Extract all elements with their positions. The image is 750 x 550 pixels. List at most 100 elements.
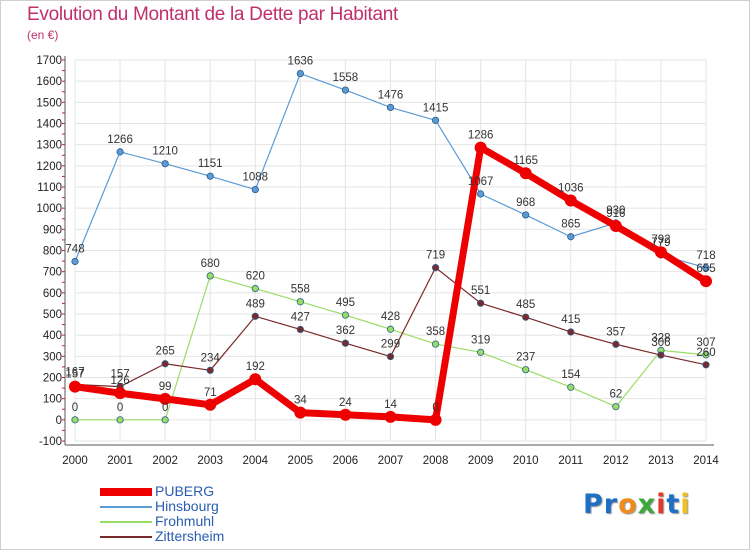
data-point-puberg bbox=[159, 392, 172, 405]
x-tick-label: 2005 bbox=[288, 455, 314, 467]
proxiti-logo: Proxiti bbox=[583, 489, 691, 520]
data-label-zittersheim: 265 bbox=[156, 346, 175, 358]
data-label-puberg: 1036 bbox=[558, 183, 584, 195]
data-point-zittersheim bbox=[251, 312, 259, 320]
y-tick-label: 600 bbox=[43, 288, 62, 300]
legend-swatch bbox=[100, 536, 152, 538]
x-tick-label: 2014 bbox=[693, 455, 719, 467]
data-label-zittersheim: 489 bbox=[246, 298, 265, 310]
data-label-puberg: 34 bbox=[294, 395, 307, 407]
data-label-frohmuhl: 0 bbox=[162, 402, 168, 414]
data-label-zittersheim: 157 bbox=[110, 369, 129, 381]
data-point-puberg bbox=[700, 275, 712, 288]
data-label-hinsbourg: 1415 bbox=[423, 102, 449, 114]
data-label-frohmuhl: 680 bbox=[201, 258, 220, 270]
data-label-puberg: 1165 bbox=[513, 155, 538, 167]
data-point-hinsbourg bbox=[206, 172, 214, 180]
x-tick-label: 2009 bbox=[468, 455, 494, 467]
data-label-puberg: 14 bbox=[384, 399, 397, 411]
x-tick-label: 2012 bbox=[603, 455, 629, 467]
data-point-zittersheim bbox=[206, 366, 214, 374]
data-label-frohmuhl: 428 bbox=[381, 311, 400, 323]
data-point-zittersheim bbox=[702, 361, 710, 369]
data-label-zittersheim: 357 bbox=[606, 326, 625, 338]
data-label-puberg: 192 bbox=[246, 361, 265, 373]
logo-letter: o bbox=[618, 489, 638, 520]
data-label-hinsbourg: 779 bbox=[651, 237, 670, 249]
data-label-frohmuhl: 62 bbox=[609, 389, 622, 401]
data-point-hinsbourg bbox=[702, 264, 710, 272]
data-point-puberg bbox=[564, 194, 577, 207]
data-label-frohmuhl: 558 bbox=[291, 284, 310, 296]
legend-label: Hinsbourg bbox=[155, 498, 219, 514]
x-tick-label: 2001 bbox=[107, 455, 133, 467]
data-point-hinsbourg bbox=[251, 185, 259, 194]
x-tick-label: 2002 bbox=[152, 455, 178, 467]
data-point-puberg bbox=[294, 406, 307, 419]
x-tick-label: 2003 bbox=[197, 455, 223, 467]
data-label-zittersheim: 551 bbox=[471, 285, 490, 297]
y-tick-label: 1000 bbox=[36, 203, 62, 215]
data-label-frohmuhl: 237 bbox=[516, 352, 535, 364]
data-point-zittersheim bbox=[567, 328, 575, 336]
data-point-puberg bbox=[69, 380, 81, 393]
data-point-hinsbourg bbox=[477, 190, 485, 198]
x-tick-label: 2004 bbox=[242, 455, 268, 467]
data-point-puberg bbox=[249, 373, 262, 386]
logo-letter: i bbox=[656, 489, 667, 520]
data-label-puberg: 99 bbox=[159, 381, 172, 393]
data-label-hinsbourg: 1266 bbox=[107, 134, 133, 146]
data-point-frohmuhl bbox=[702, 351, 710, 359]
data-label-puberg: 157 bbox=[65, 369, 84, 381]
y-tick-label: 800 bbox=[43, 246, 62, 258]
data-point-zittersheim bbox=[386, 352, 395, 361]
data-point-zittersheim bbox=[477, 299, 485, 307]
data-point-puberg bbox=[114, 387, 127, 400]
data-point-puberg bbox=[654, 246, 667, 259]
data-label-puberg: 792 bbox=[651, 234, 670, 246]
data-point-frohmuhl bbox=[71, 416, 79, 424]
data-label-zittersheim: 415 bbox=[561, 314, 580, 326]
data-point-zittersheim bbox=[341, 339, 350, 347]
data-label-zittersheim: 234 bbox=[201, 352, 221, 364]
data-label-zittersheim: 427 bbox=[291, 311, 310, 323]
data-point-frohmuhl bbox=[251, 284, 259, 293]
data-label-hinsbourg: 1088 bbox=[242, 172, 268, 184]
data-point-zittersheim bbox=[161, 360, 169, 368]
data-point-frohmuhl bbox=[296, 298, 304, 306]
data-label-frohmuhl: 0 bbox=[72, 402, 78, 414]
data-point-frohmuhl bbox=[477, 348, 485, 356]
data-point-hinsbourg bbox=[567, 233, 575, 241]
data-label-hinsbourg: 1558 bbox=[333, 72, 359, 84]
data-label-hinsbourg: 1210 bbox=[152, 146, 178, 158]
x-tick-label: 2013 bbox=[648, 455, 674, 467]
x-tick-label: 2010 bbox=[513, 455, 539, 467]
data-point-hinsbourg bbox=[386, 103, 395, 112]
data-point-puberg bbox=[609, 219, 622, 232]
data-point-hinsbourg bbox=[522, 211, 530, 219]
chart-subtitle: (en €) bbox=[27, 28, 59, 42]
data-label-hinsbourg: 968 bbox=[516, 197, 535, 209]
y-tick-label: 500 bbox=[43, 309, 62, 321]
data-label-zittersheim: 485 bbox=[516, 299, 535, 311]
y-tick-label: 1400 bbox=[36, 119, 62, 131]
data-label-puberg: 916 bbox=[606, 208, 625, 220]
y-tick-label: 900 bbox=[43, 224, 62, 236]
logo-letter: r bbox=[603, 489, 619, 520]
y-tick-label: 1500 bbox=[36, 97, 62, 109]
data-point-puberg bbox=[204, 398, 217, 411]
x-tick-label: 2006 bbox=[333, 455, 359, 467]
logo-letter: t bbox=[666, 489, 681, 520]
data-point-puberg bbox=[339, 408, 352, 421]
logo-letter: P bbox=[583, 489, 604, 520]
data-label-frohmuhl: 319 bbox=[471, 334, 490, 346]
y-tick-label: 100 bbox=[43, 394, 62, 406]
data-label-hinsbourg: 930 bbox=[606, 205, 625, 217]
y-tick-label: 0 bbox=[56, 415, 62, 427]
legend-label: Zittersheim bbox=[155, 528, 225, 544]
data-point-zittersheim bbox=[657, 351, 665, 359]
data-point-frohmuhl bbox=[161, 416, 169, 424]
data-label-puberg: 0 bbox=[432, 402, 438, 414]
data-point-puberg bbox=[429, 413, 442, 426]
